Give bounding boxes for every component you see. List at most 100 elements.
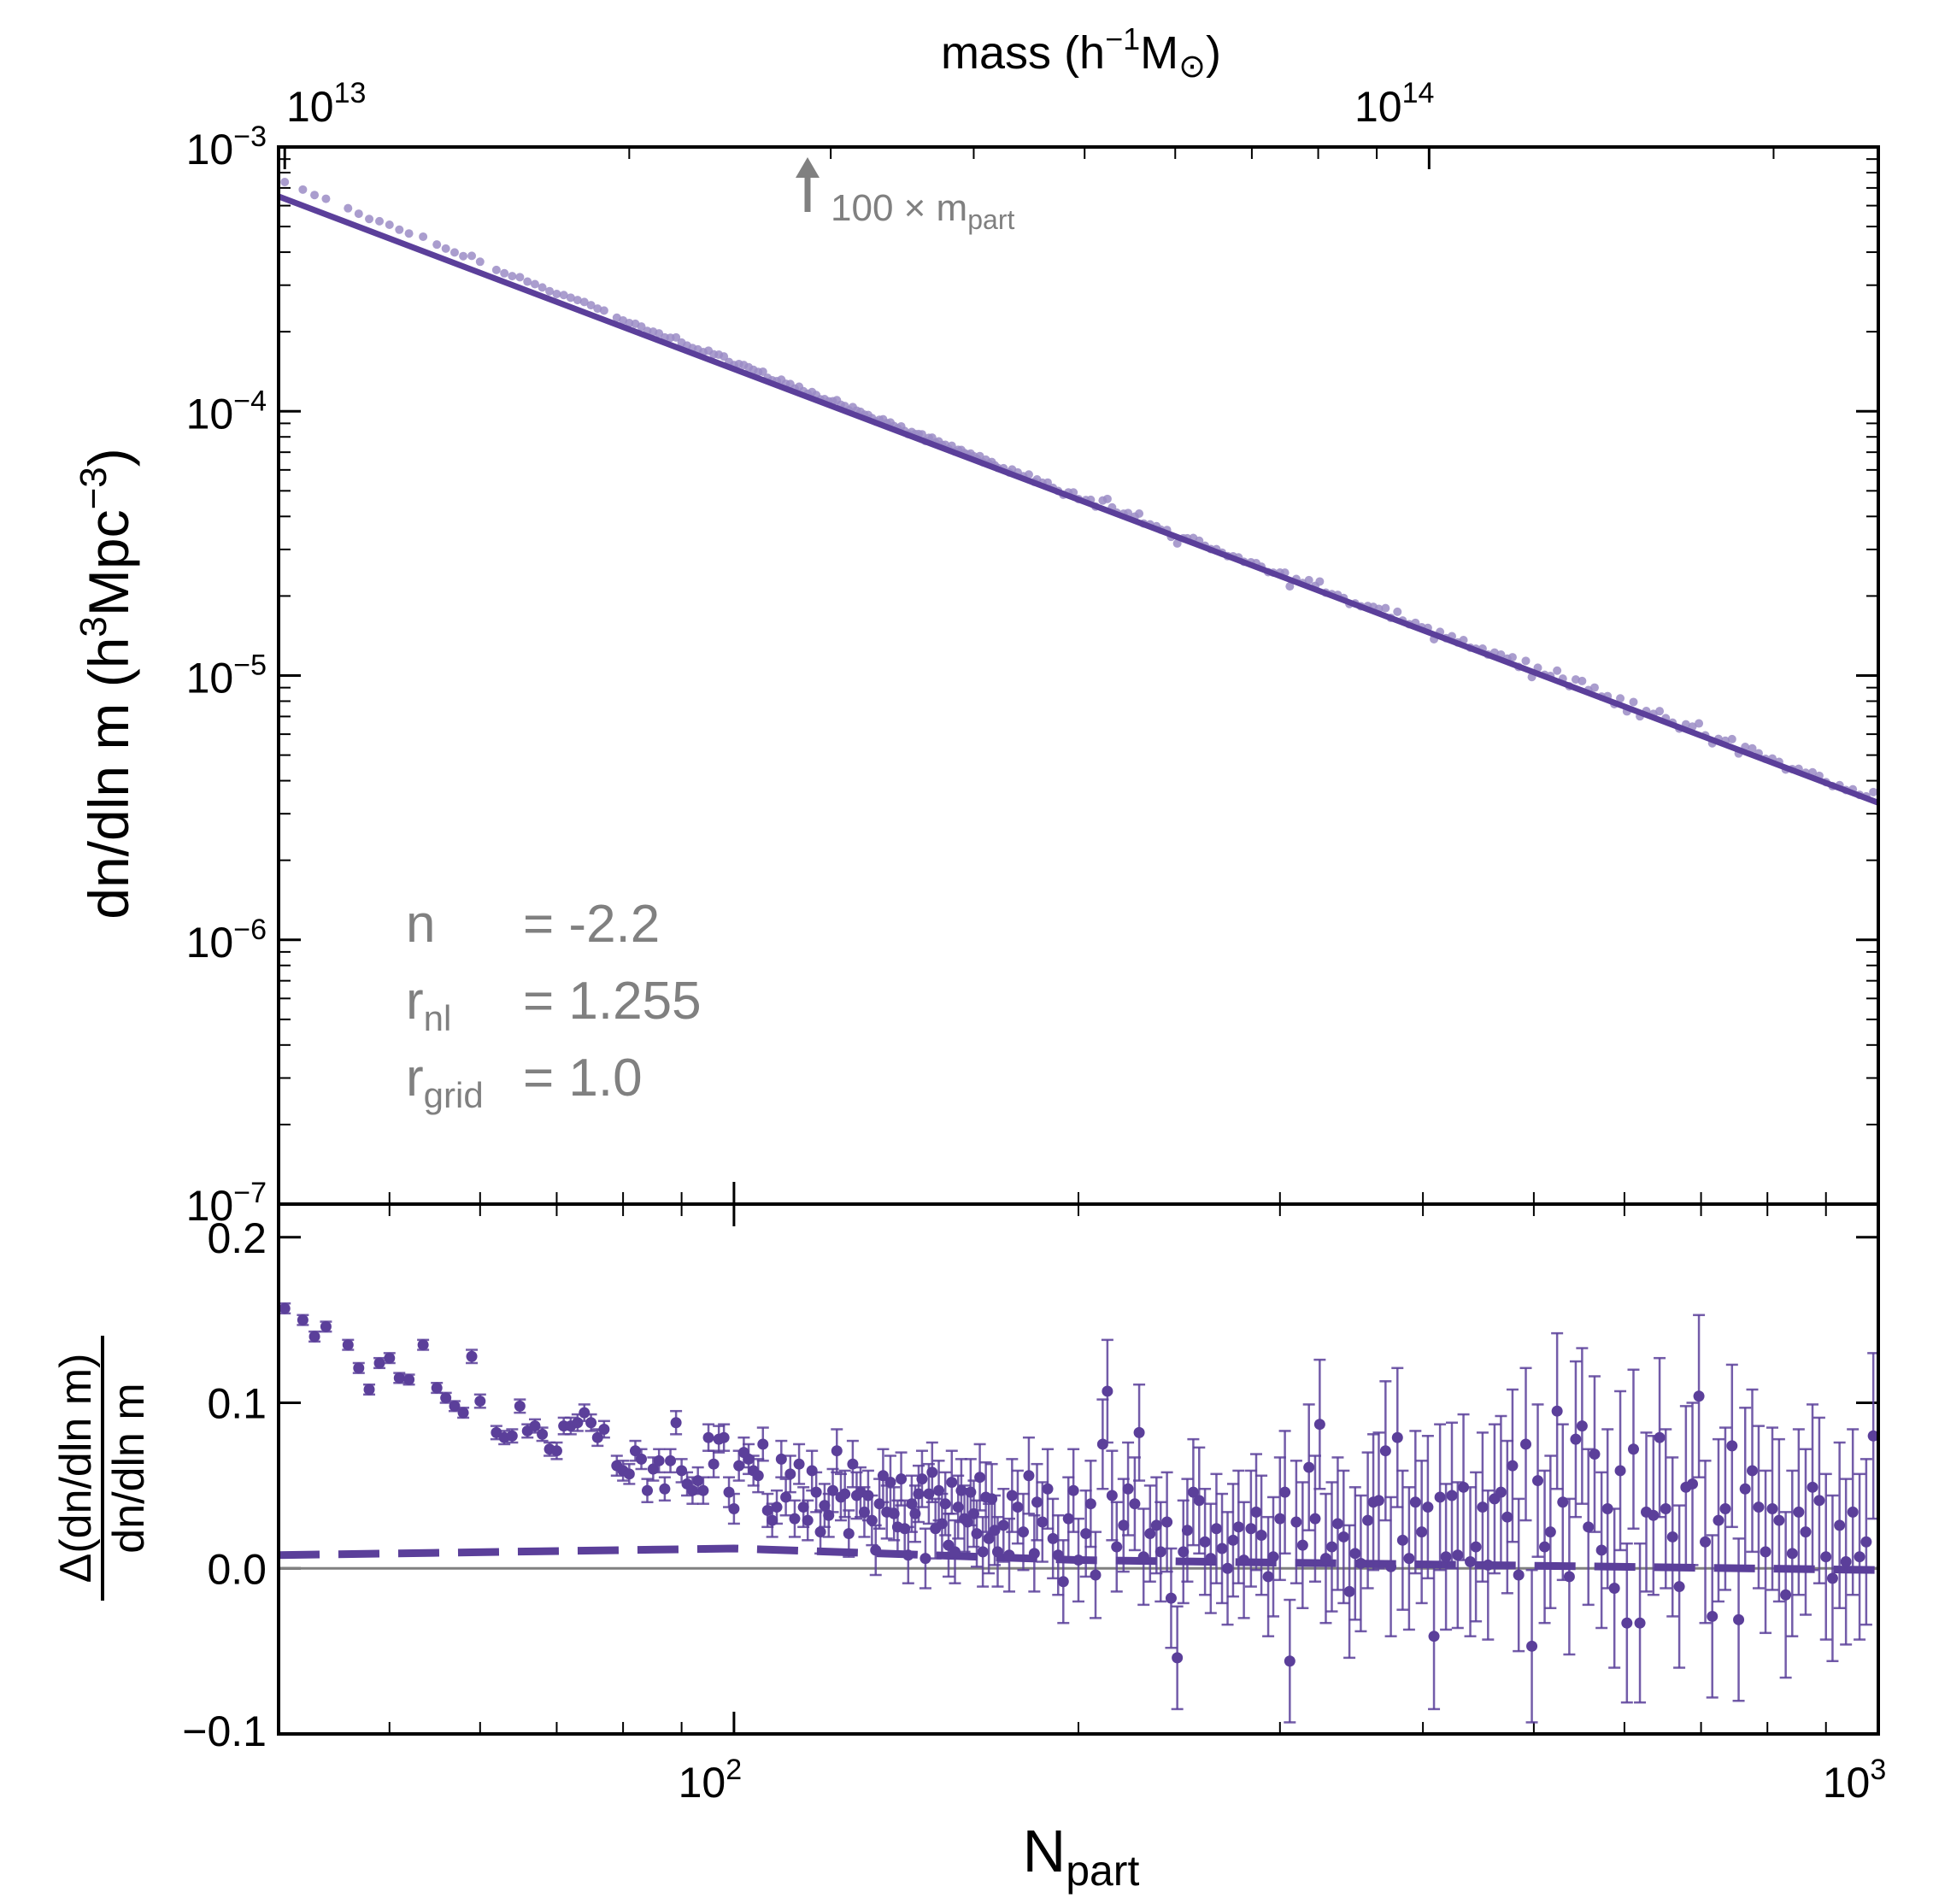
ratio-point-group [843,1509,855,1558]
ratio-data-point [974,1472,986,1484]
ratio-data-point [1793,1506,1805,1518]
ratio-point-group [1440,1483,1453,1631]
ratio-data-point [1279,1486,1291,1498]
ratio-point-group [1003,1517,1016,1593]
ratio-data-point [1446,1490,1458,1501]
ratio-point-group [771,1489,784,1525]
ratio-data-point [1693,1390,1705,1402]
main-data-point [515,273,525,282]
ratio-point-group [1807,1403,1819,1572]
main-data-point [1285,582,1295,591]
main-data-point [523,277,532,286]
ratio-data-point [1391,1431,1403,1443]
ratio-data-point [831,1445,843,1457]
main-ytick-label: 10−3 [186,120,267,173]
ratio-data-point [1634,1617,1646,1629]
ratio-data-point [537,1428,549,1440]
ratio-data-point [884,1477,896,1488]
ratio-data-point [1854,1551,1865,1563]
ratio-data-point [939,1498,951,1510]
ratio-data-point [708,1458,720,1470]
main-data-point [298,185,308,194]
ratio-point-group [1384,1496,1397,1637]
main-data-point [385,220,394,229]
ratio-point-group [1072,1517,1084,1603]
ratio-point-group [675,1458,688,1484]
ratio-point-group [1266,1496,1279,1618]
ratio-data-point [1753,1501,1765,1513]
ratio-data-point [373,1357,385,1369]
ratio-point-group [1278,1430,1291,1555]
ratio-data-point [1017,1526,1029,1538]
ratio-data-point [1470,1541,1482,1553]
arrow-head-icon [796,157,820,178]
ratio-point-group [1171,1605,1184,1711]
main-y-axis-label: dn/dln m (h3Mpc−3) [73,448,140,920]
ratio-point-group [363,1383,376,1396]
ratio-point-group [1221,1511,1234,1626]
ratio-data-point [1042,1483,1054,1495]
ratio-panel-frame [277,1202,1880,1736]
ratio-data-point [1137,1551,1149,1563]
top-tick-label-1e13: 1013 [286,77,366,131]
ratio-data-point [697,1484,709,1496]
ratio-point-group [784,1454,796,1494]
ratio-data-point [1129,1498,1141,1510]
ratio-data-point [353,1362,365,1374]
ratio-data-point [585,1417,597,1429]
ratio-data-point [1813,1495,1825,1507]
ratio-data-point [1422,1501,1434,1513]
main-data-point [1578,676,1587,685]
ratio-data-point [916,1473,928,1485]
ratio-data-point [653,1454,665,1466]
ratio-data-point [1003,1549,1015,1561]
ratio-data-point [572,1417,584,1429]
ratio-point-group [528,1418,541,1434]
ratio-point-group [1854,1472,1866,1641]
ratio-point-group [788,1499,801,1538]
ratio-point-group [1654,1356,1666,1519]
ratio-point-group [591,1428,604,1448]
main-data-point [280,178,290,187]
ratio-point-group [1588,1375,1601,1533]
ratio-point-group [1101,1338,1113,1444]
ratio-point-group [1457,1413,1470,1561]
ratio-point-group [973,1443,986,1512]
ratio-point-group [1488,1423,1501,1575]
ratio-data-point [991,1546,1003,1558]
main-data-point [552,290,561,299]
ratio-y-axis-label: Δ(dn/dln m) dn/dln m [51,1336,154,1601]
ratio-data-point [1284,1655,1296,1667]
ratio-data-point [1621,1617,1633,1629]
main-data-point [1135,508,1144,518]
ratio-point-group [1819,1472,1832,1641]
ratio-data-point [1102,1385,1113,1397]
ratio-point-group [373,1356,386,1370]
ratio-data-point [1172,1652,1184,1664]
ratio-point-group [1187,1437,1200,1547]
ratio-data-point [1576,1420,1588,1432]
main-data-point [354,209,363,219]
main-ytick-label: 10−7 [186,1177,267,1230]
main-data-point [530,279,539,289]
ratio-ytick-label: 0.0 [207,1545,267,1593]
ratio-data-point [1144,1528,1156,1540]
ratio-point-group [1372,1431,1385,1570]
ratio-data-point [814,1526,826,1538]
ratio-point-group [498,1430,511,1446]
main-ytick-label: 10−4 [186,385,267,438]
ratio-ytick-label: 0.1 [207,1380,267,1428]
ratio-point-group [1673,1504,1686,1669]
ratio-point-group [1519,1366,1532,1522]
ratio-data-point [474,1396,486,1407]
ratio-ylabel-numerator: Δ(dn/dln m) [51,1354,101,1584]
ratio-point-group [402,1373,415,1386]
ratio-point-group [536,1426,549,1443]
ratio-data-point [877,1470,889,1482]
main-data-point [395,225,404,234]
ratio-point-group [1319,1492,1332,1625]
ratio-data-point [1319,1553,1331,1565]
ratio-data-point [1161,1516,1173,1528]
ratio-data-point [1232,1521,1244,1533]
ratio-data-point [1133,1426,1145,1438]
